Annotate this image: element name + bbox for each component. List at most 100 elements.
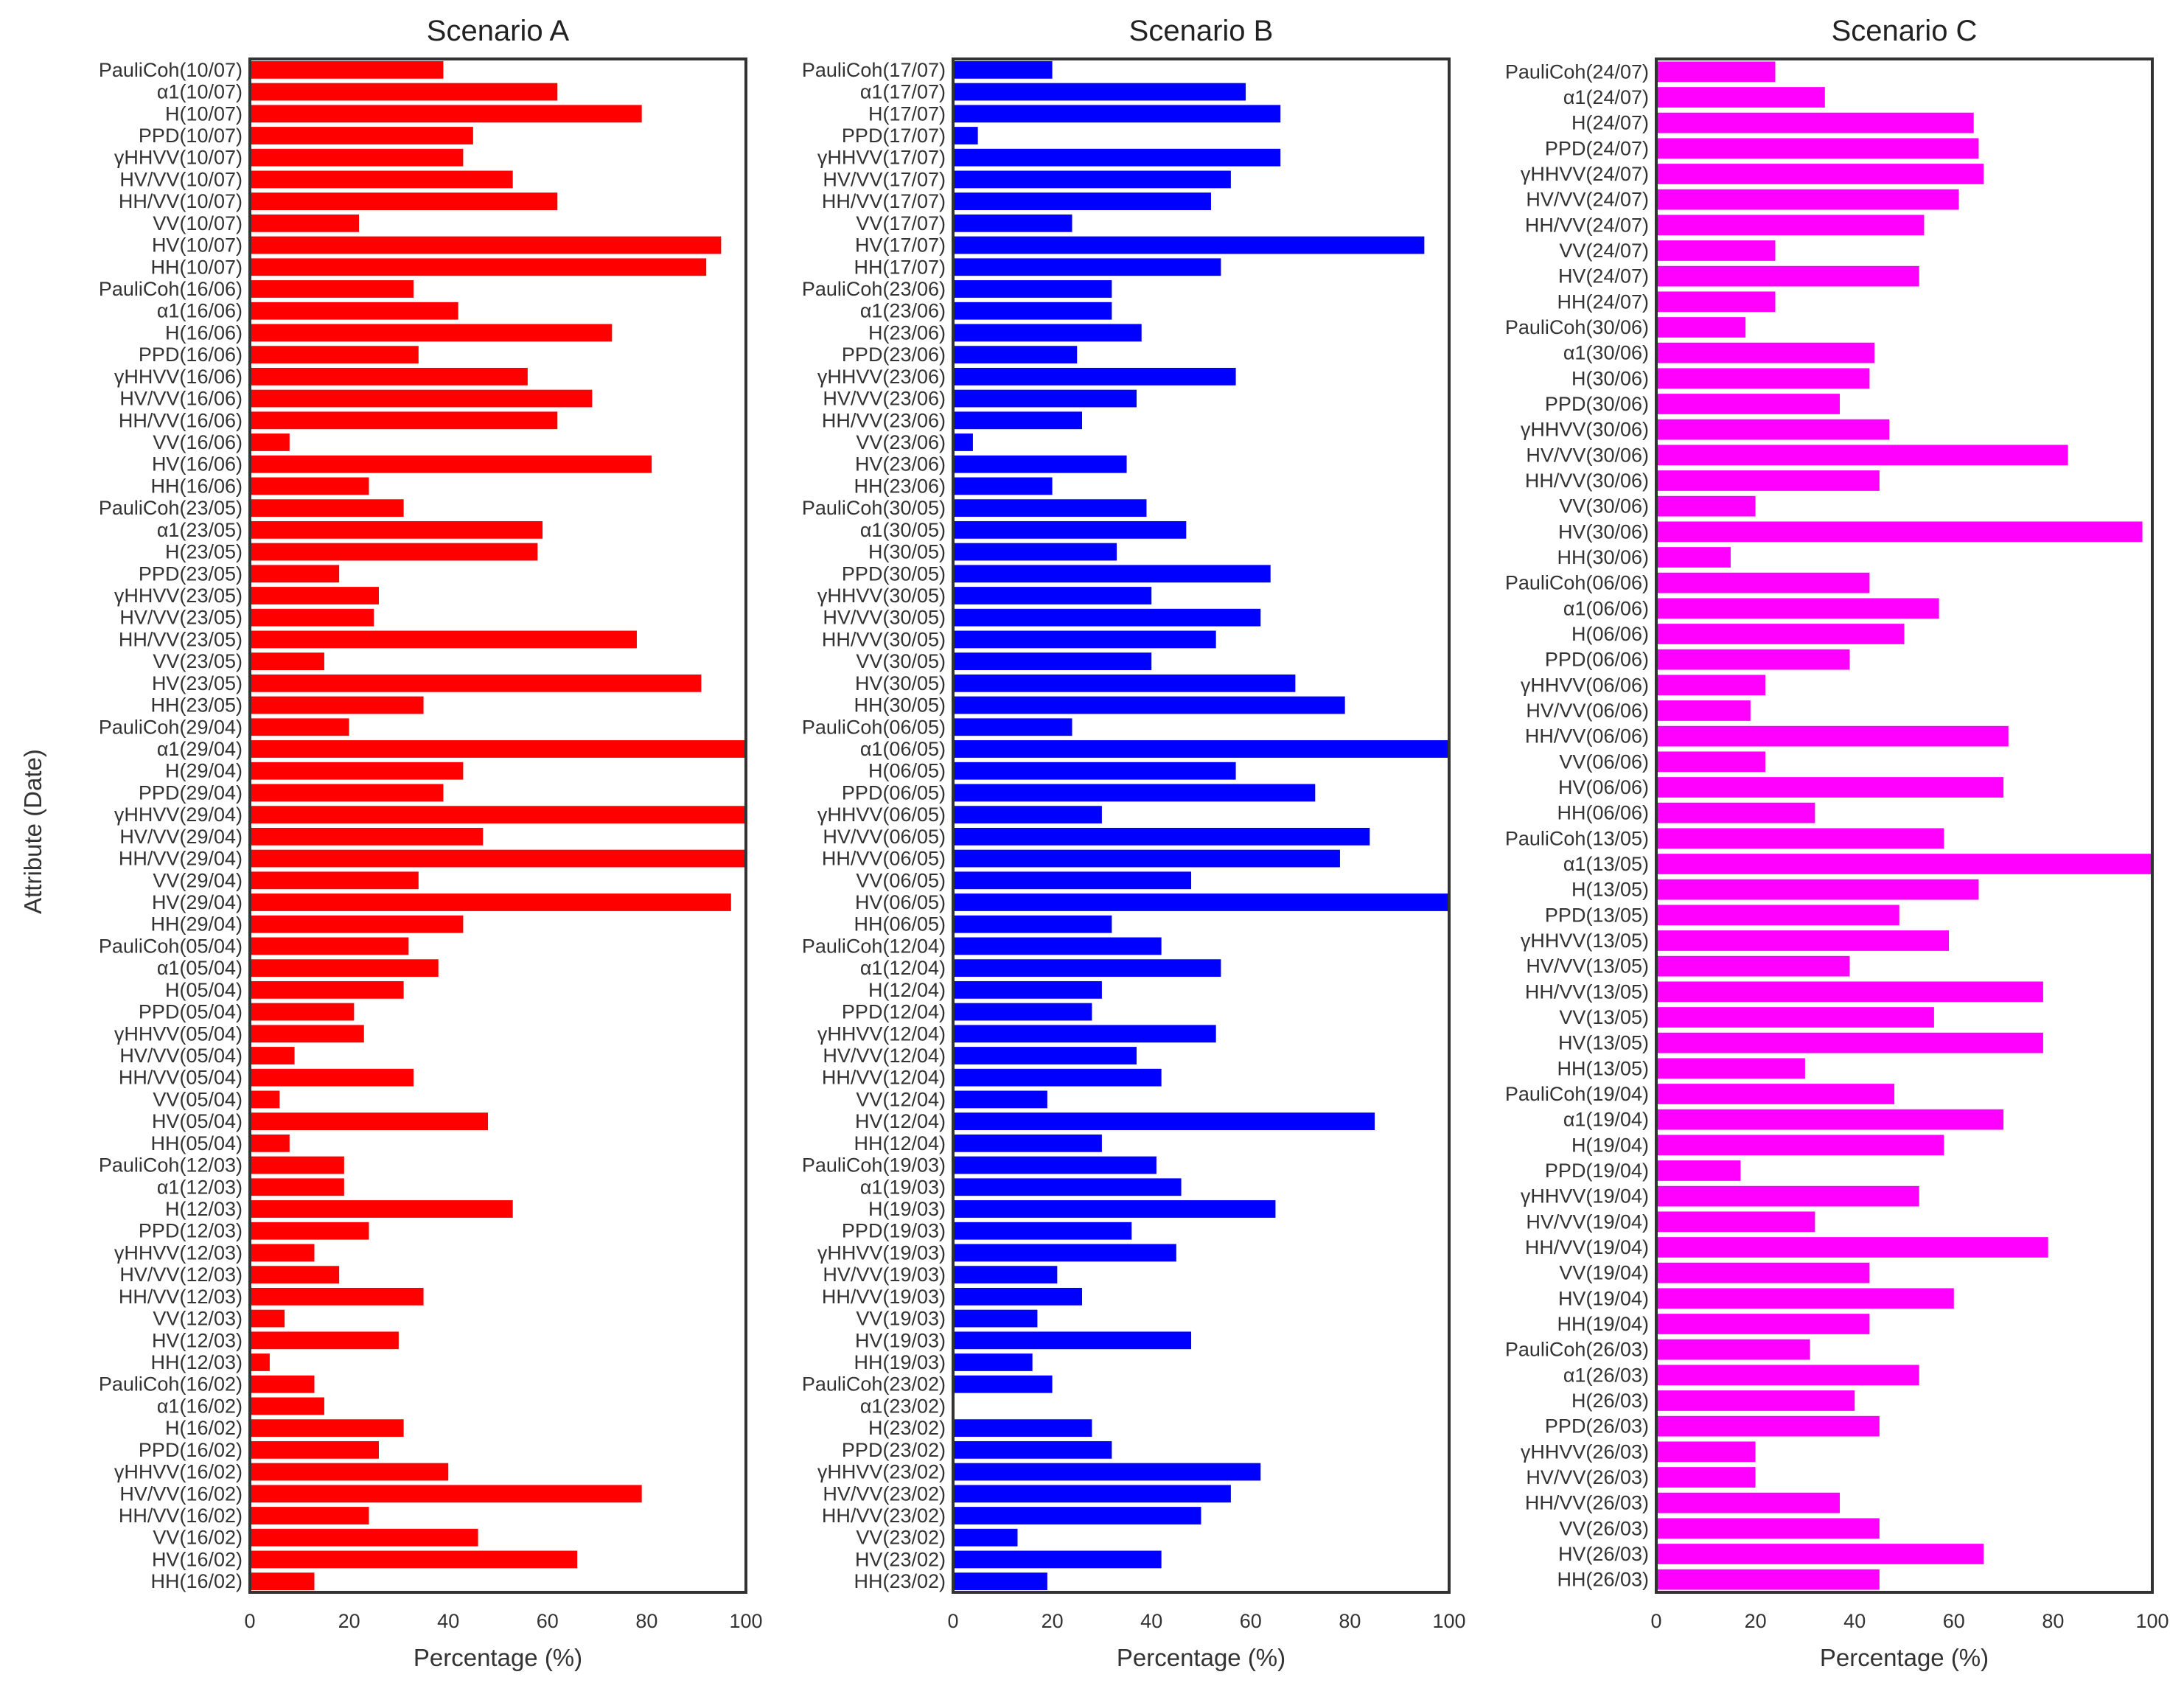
y-tick-label: PauliCoh(29/04)	[99, 716, 243, 738]
bar	[250, 937, 409, 955]
bar	[250, 674, 702, 692]
y-tick-label: HV(17/07)	[855, 234, 946, 257]
plot-frame	[248, 58, 747, 1594]
bar	[1656, 955, 1850, 977]
bar	[250, 83, 558, 101]
x-tick-label: 80	[2042, 1610, 2064, 1632]
bar	[1656, 879, 1979, 900]
bar	[953, 1419, 1092, 1438]
x-tick-label: 0	[947, 1610, 958, 1632]
bar	[250, 236, 722, 254]
y-tick-label: PPD(12/03)	[139, 1220, 243, 1242]
y-tick-label: HV/VV(16/02)	[119, 1482, 243, 1505]
y-tick-label: HV(06/05)	[855, 891, 946, 913]
y-tick-label: HH/VV(16/06)	[119, 409, 243, 431]
bar	[953, 83, 1246, 101]
y-tick-label: H(23/05)	[165, 541, 243, 563]
y-tick-label: HH(29/04)	[150, 913, 243, 935]
y-tick-label: H(13/05)	[1571, 879, 1649, 901]
bar	[953, 1440, 1112, 1459]
bar	[1656, 725, 2009, 747]
y-tick-label: α1(19/04)	[1563, 1109, 1649, 1131]
bar	[953, 170, 1231, 189]
y-tick-label: HH/VV(06/06)	[1525, 725, 1649, 748]
bar	[1656, 521, 2143, 543]
bar	[953, 60, 1053, 79]
bar	[1656, 649, 1850, 670]
bar	[1656, 317, 1746, 338]
bar	[1656, 1007, 1934, 1028]
y-tick-label: HV/VV(19/04)	[1526, 1210, 1649, 1233]
bar	[1656, 828, 1944, 849]
y-tick-label: HH/VV(12/03)	[119, 1286, 243, 1308]
y-tick-label: HV(06/06)	[1558, 776, 1649, 798]
y-tick-label: VV(19/04)	[1559, 1262, 1649, 1284]
y-tick-label: HH/VV(16/02)	[119, 1505, 243, 1527]
y-tick-label: H(05/04)	[165, 979, 243, 1001]
bar	[1656, 1135, 1944, 1156]
bar	[953, 1287, 1082, 1306]
bar	[250, 389, 593, 408]
bar	[953, 1156, 1156, 1174]
bar	[953, 1134, 1102, 1152]
x-axis-title: Percentage (%)	[1820, 1644, 1989, 1671]
y-tick-label: HH/VV(30/05)	[822, 628, 946, 650]
bar	[953, 302, 1112, 320]
y-tick-label: H(12/04)	[868, 979, 946, 1001]
y-tick-label: HV/VV(12/03)	[119, 1264, 243, 1286]
y-tick-label: γHHVV(17/07)	[817, 147, 946, 169]
bar	[953, 915, 1112, 933]
bar	[1656, 854, 2152, 874]
y-tick-label: HH/VV(06/05)	[822, 848, 946, 870]
y-tick-label: HH(13/05)	[1557, 1057, 1649, 1079]
bar	[953, 192, 1211, 211]
y-tick-label: PPD(24/07)	[1545, 137, 1649, 159]
y-tick-label: VV(06/05)	[856, 869, 946, 891]
x-tick-label: 0	[1650, 1610, 1661, 1632]
bar	[1656, 87, 1825, 108]
bar	[250, 1047, 295, 1064]
bar	[250, 1397, 324, 1415]
bar	[250, 784, 444, 802]
y-axis-title: Attribute (Date)	[19, 749, 46, 914]
y-tick-label: HH(23/02)	[854, 1570, 946, 1592]
bar	[1656, 1109, 2004, 1130]
y-tick-label: PPD(13/05)	[1545, 904, 1649, 926]
y-tick-label: PauliCoh(30/06)	[1505, 316, 1649, 338]
bar	[250, 1550, 578, 1569]
y-tick-label: α1(17/07)	[860, 81, 946, 103]
y-tick-label: HV/VV(23/02)	[823, 1482, 946, 1505]
bar	[250, 127, 473, 144]
y-tick-label: HH(16/06)	[150, 475, 243, 497]
y-tick-label: PPD(30/05)	[842, 562, 946, 585]
y-tick-label: HH(19/04)	[1557, 1313, 1649, 1335]
y-tick-label: PauliCoh(19/03)	[802, 1154, 946, 1177]
y-tick-label: PPD(10/07)	[139, 125, 243, 147]
bar	[250, 543, 538, 561]
y-tick-label: α1(19/03)	[860, 1176, 946, 1198]
bar	[250, 630, 637, 649]
bar	[1656, 751, 1766, 773]
y-tick-label: HV(30/06)	[1558, 520, 1649, 543]
chart-title: Scenario B	[1129, 15, 1274, 47]
y-tick-label: γHHVV(16/02)	[114, 1461, 243, 1483]
bar	[1656, 905, 1899, 926]
bar	[1656, 547, 1731, 568]
y-tick-label: HV/VV(26/03)	[1526, 1466, 1649, 1488]
bar	[250, 1353, 270, 1371]
y-tick-label: HH(26/03)	[1557, 1569, 1649, 1591]
bar	[250, 1287, 424, 1306]
y-tick-label: HV/VV(23/06)	[823, 388, 946, 410]
bar	[250, 258, 707, 276]
bar	[953, 1331, 1192, 1350]
bar	[250, 587, 379, 604]
bar	[1656, 215, 1925, 236]
y-tick-label: γHHVV(12/04)	[817, 1022, 946, 1045]
y-tick-label: HV(05/04)	[152, 1110, 243, 1132]
bar	[250, 1463, 449, 1481]
bar	[953, 433, 973, 451]
y-tick-label: HH/VV(17/07)	[822, 190, 946, 212]
bar	[250, 849, 746, 868]
y-tick-label: VV(23/06)	[856, 431, 946, 453]
bar	[1656, 572, 1870, 593]
